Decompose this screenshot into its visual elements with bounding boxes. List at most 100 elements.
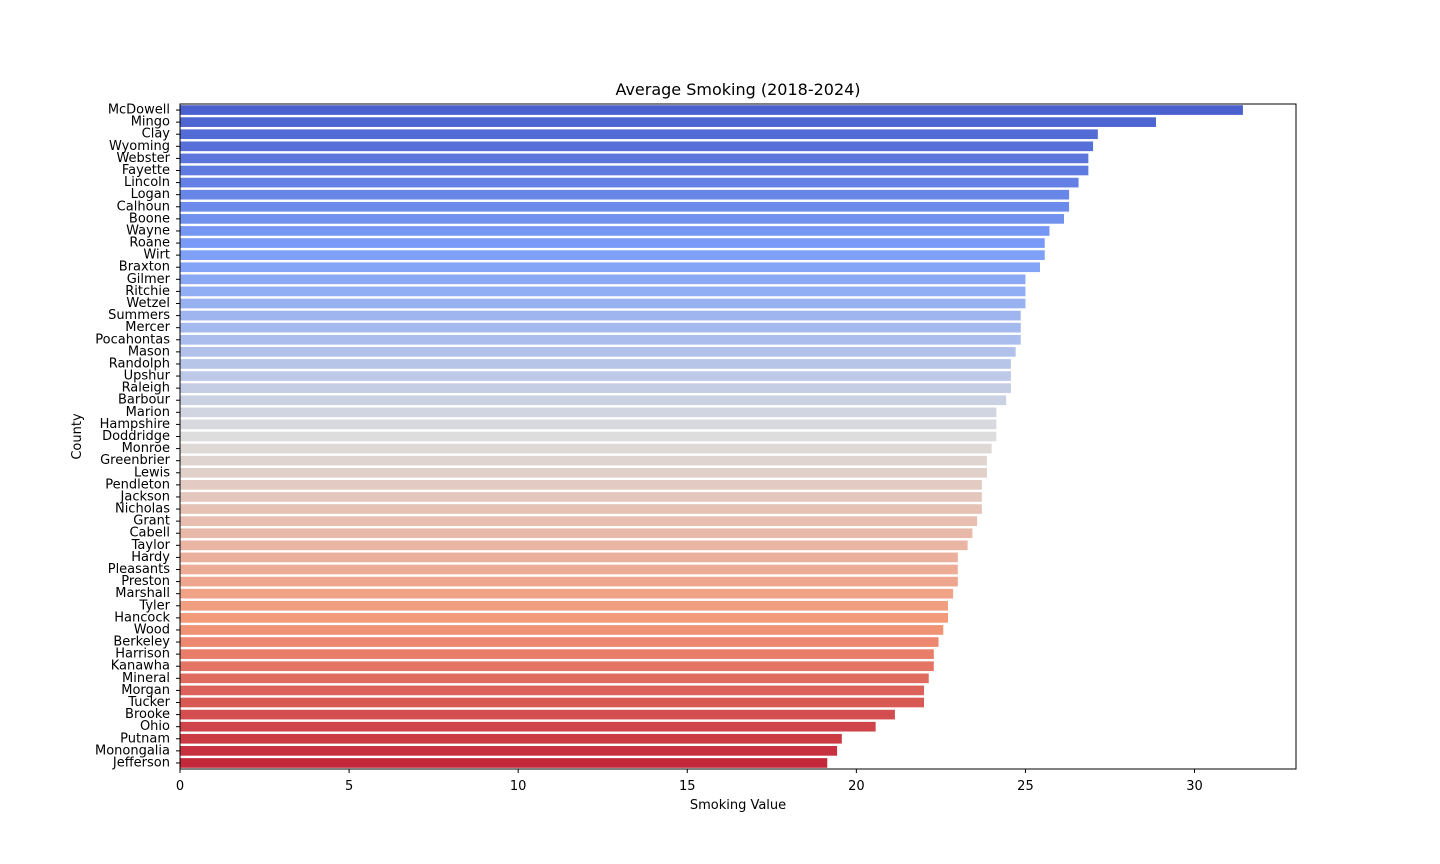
- y-tick-label: Wetzel: [126, 296, 170, 311]
- y-tick-label: Jefferson: [112, 755, 170, 770]
- y-tick-label: Randolph: [109, 356, 170, 371]
- bar-putnam: [180, 733, 842, 744]
- bar-raleigh: [180, 383, 1011, 393]
- y-tick-label: Jackson: [120, 489, 170, 504]
- y-tick-label: Lewis: [134, 465, 170, 480]
- y-tick-label: Kanawha: [111, 659, 170, 674]
- y-tick-label: Ritchie: [125, 284, 170, 299]
- x-axis: 0 5 10 15 20 25 30: [176, 769, 1203, 794]
- y-tick-label: Upshur: [124, 369, 171, 384]
- bar-kanawha: [180, 661, 934, 672]
- y-tick-label: Mineral: [122, 671, 170, 686]
- y-tick-label: Monongalia: [95, 743, 170, 758]
- y-tick-label: Braxton: [119, 260, 170, 275]
- bar-hampshire: [180, 419, 997, 430]
- y-tick-label: Lincoln: [124, 175, 170, 190]
- bar-mingo: [180, 117, 1156, 127]
- y-tick-label: Berkeley: [113, 635, 170, 650]
- bar-morgan: [180, 685, 924, 696]
- bar-ohio: [180, 721, 876, 732]
- bar-lincoln: [180, 177, 1079, 188]
- bar-calhoun: [180, 201, 1070, 212]
- chart-title: Average Smoking (2018-2024): [615, 80, 860, 99]
- x-tick-label: 25: [1017, 779, 1034, 794]
- bar-mineral: [180, 673, 929, 684]
- y-tick-label: Monroe: [122, 441, 170, 456]
- y-tick-label: Tucker: [127, 695, 170, 710]
- y-tick-label: Ohio: [140, 719, 170, 734]
- bar-summers: [180, 310, 1021, 321]
- x-tick-label: 15: [679, 779, 696, 794]
- bar-doddridge: [180, 431, 997, 442]
- y-tick-label: Marion: [126, 405, 170, 420]
- bar-ritchie: [180, 286, 1026, 297]
- bar-pleasants: [180, 564, 958, 575]
- bar-greenbrier: [180, 455, 987, 466]
- bar-lewis: [180, 467, 987, 478]
- y-tick-label: Marshall: [115, 586, 170, 601]
- y-tick-label: Pendleton: [105, 477, 170, 492]
- bar-wirt: [180, 250, 1045, 260]
- y-tick-label: Wood: [134, 622, 170, 637]
- bar-wetzel: [180, 298, 1026, 309]
- y-axis-label: County: [70, 413, 85, 460]
- y-tick-label: Pleasants: [108, 562, 170, 577]
- x-tick-label: 0: [176, 779, 184, 794]
- y-tick-label: Fayette: [122, 163, 170, 178]
- bar-hancock: [180, 613, 949, 623]
- bar-taylor: [180, 540, 968, 551]
- x-tick-label: 10: [510, 779, 527, 794]
- bar-randolph: [180, 359, 1011, 369]
- y-tick-label: Webster: [116, 151, 170, 166]
- bar-clay: [180, 129, 1098, 140]
- y-tick-label: Taylor: [131, 538, 171, 553]
- x-axis-label: Smoking Value: [690, 798, 786, 813]
- bar-jefferson: [180, 758, 828, 768]
- bar-pocahontas: [180, 334, 1021, 345]
- y-tick-label: Pocahontas: [95, 332, 170, 347]
- bar-braxton: [180, 262, 1040, 273]
- bar-logan: [180, 189, 1070, 200]
- y-tick-label: Preston: [121, 574, 170, 589]
- y-tick-label: Raleigh: [122, 381, 170, 396]
- y-tick-label: Gilmer: [127, 272, 171, 287]
- x-tick-label: 20: [848, 779, 865, 794]
- bar-barbour: [180, 395, 1007, 406]
- bar-berkeley: [180, 637, 939, 647]
- bar-gilmer: [180, 274, 1026, 285]
- bar-nicholas: [180, 504, 982, 514]
- y-tick-label: Cabell: [129, 526, 170, 541]
- bar-harrison: [180, 649, 934, 659]
- y-tick-label: Barbour: [118, 393, 171, 408]
- bar-roane: [180, 238, 1045, 248]
- y-tick-label: Tyler: [138, 598, 170, 613]
- y-tick-label: Boone: [129, 211, 170, 226]
- y-tick-label: Wirt: [143, 248, 170, 263]
- bar-wood: [180, 625, 944, 635]
- bar-webster: [180, 153, 1089, 164]
- y-tick-label: Summers: [108, 308, 170, 323]
- bar-tyler: [180, 600, 949, 611]
- bar-mcdowell: [180, 105, 1243, 115]
- y-tick-label: Greenbrier: [100, 453, 171, 468]
- y-tick-label: Mason: [128, 344, 170, 359]
- y-tick-label: Hampshire: [100, 417, 170, 432]
- bar-hardy: [180, 552, 958, 563]
- y-tick-label: Mingo: [131, 115, 170, 130]
- y-tick-label: Hardy: [131, 550, 170, 565]
- bar-boone: [180, 214, 1065, 224]
- y-tick-label: Grant: [133, 514, 170, 529]
- bar-tucker: [180, 697, 924, 708]
- y-tick-label: Morgan: [121, 683, 170, 698]
- y-tick-label: Hancock: [114, 610, 170, 625]
- y-tick-label: Wayne: [126, 223, 170, 238]
- x-tick-label: 30: [1186, 779, 1203, 794]
- y-tick-label: Nicholas: [115, 502, 170, 517]
- bar-wyoming: [180, 141, 1094, 152]
- bar-upshur: [180, 371, 1011, 381]
- y-tick-label: Putnam: [120, 731, 170, 746]
- bar-fayette: [180, 165, 1089, 176]
- y-tick-label: Roane: [129, 236, 170, 251]
